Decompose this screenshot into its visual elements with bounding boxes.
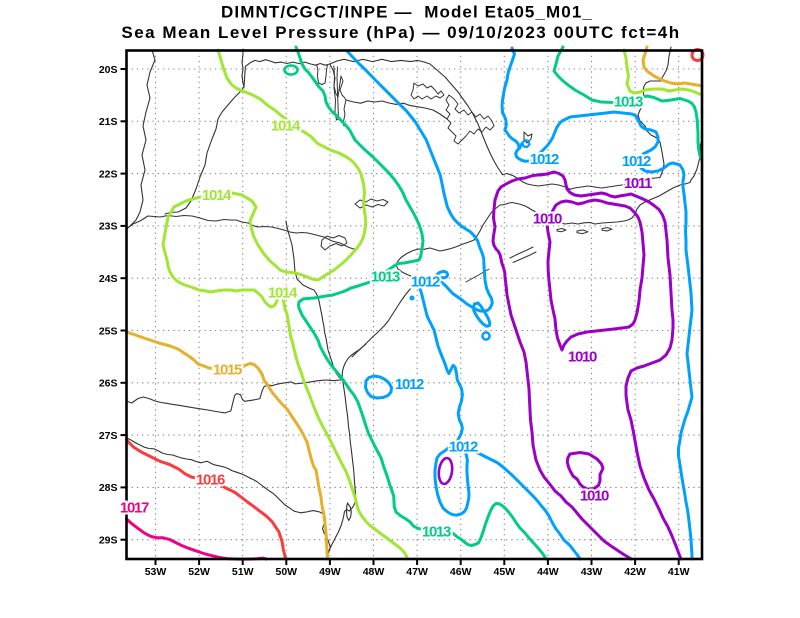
svg-text:1015: 1015 [213,362,242,379]
svg-text:23S: 23S [99,221,118,233]
svg-text:DIMNT/CGCT/INPE — Model Eta05: DIMNT/CGCT/INPE — Model Eta05_M01_ [221,2,593,21]
svg-text:25S: 25S [99,325,118,337]
svg-text:1010: 1010 [568,349,597,366]
svg-text:1014: 1014 [271,118,301,135]
svg-text:1012: 1012 [530,151,559,168]
svg-text:47W: 47W [406,566,428,578]
svg-text:52W: 52W [188,566,210,578]
svg-text:29S: 29S [99,535,118,547]
svg-text:50W: 50W [276,566,298,578]
svg-text:28S: 28S [99,482,118,494]
svg-text:1012: 1012 [411,274,440,291]
svg-text:1013: 1013 [422,524,451,541]
svg-text:22S: 22S [99,168,118,180]
svg-text:26S: 26S [99,378,118,390]
svg-text:42W: 42W [624,566,646,578]
svg-text:1013: 1013 [614,94,643,111]
svg-text:1013: 1013 [371,269,400,286]
svg-text:43W: 43W [581,566,603,578]
svg-text:44W: 44W [537,566,559,578]
svg-text:46W: 46W [450,566,472,578]
svg-text:Sea Mean Level Pressure (hPa): Sea Mean Level Pressure (hPa) — 09/10/20… [121,23,680,42]
svg-text:21S: 21S [99,116,118,128]
svg-text:27S: 27S [99,430,118,442]
svg-text:48W: 48W [363,566,385,578]
svg-text:20S: 20S [99,64,118,76]
svg-text:1012: 1012 [449,439,478,456]
svg-text:1010: 1010 [533,211,562,228]
svg-text:1016: 1016 [196,472,225,489]
svg-text:41W: 41W [668,566,690,578]
svg-text:1012: 1012 [395,376,424,393]
svg-text:1012: 1012 [622,153,651,170]
svg-text:53W: 53W [145,566,167,578]
svg-text:1011: 1011 [624,175,652,192]
svg-text:1017: 1017 [120,500,149,517]
svg-text:51W: 51W [232,566,254,578]
svg-text:24S: 24S [99,273,118,285]
svg-text:49W: 49W [319,566,341,578]
svg-text:1010: 1010 [580,488,609,505]
svg-text:1014: 1014 [202,187,232,204]
svg-text:1014: 1014 [268,285,298,302]
svg-text:45W: 45W [494,566,516,578]
